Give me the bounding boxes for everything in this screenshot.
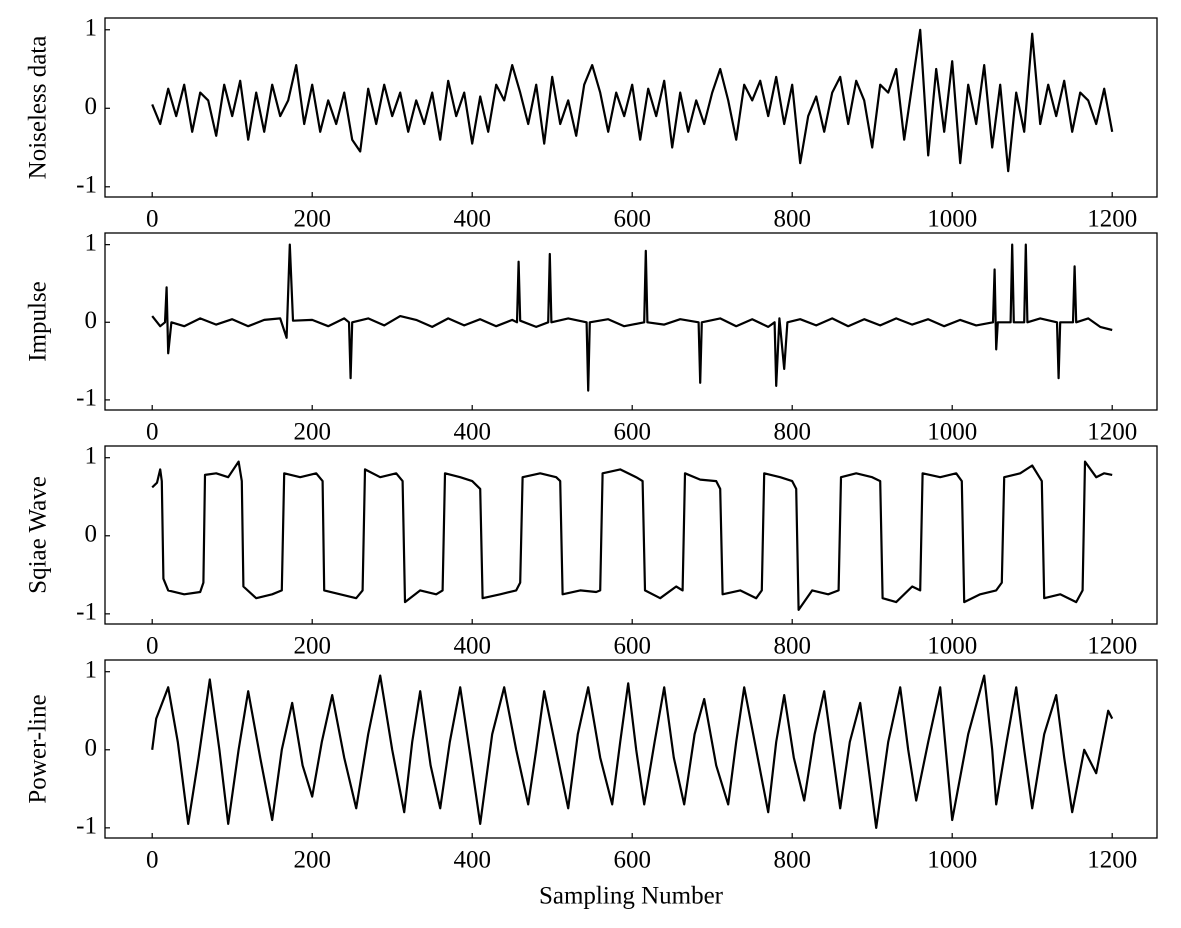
x-tick-label: 600 — [613, 419, 651, 446]
x-tick-label: 800 — [773, 419, 811, 446]
y-tick-label: -1 — [76, 813, 97, 840]
signal-line — [151, 28, 1114, 173]
x-tick-label: 0 — [146, 206, 159, 233]
x-tick-label: 1200 — [1087, 206, 1137, 233]
x-tick-label: 1000 — [927, 633, 977, 660]
y-tick-label: -1 — [76, 385, 97, 412]
y-tick-label: 0 — [85, 735, 98, 762]
x-tick-label: 0 — [146, 419, 159, 446]
x-tick-label: 600 — [613, 206, 651, 233]
x-axis-label: Sampling Number — [539, 883, 724, 910]
x-tick-label: 400 — [453, 419, 491, 446]
x-tick-label: 800 — [773, 847, 811, 874]
plot-frame — [104, 17, 1158, 198]
y-tick-label: -1 — [76, 599, 97, 626]
x-tick-label: 800 — [773, 633, 811, 660]
x-tick-label: 400 — [453, 633, 491, 660]
x-tick-label: 800 — [773, 206, 811, 233]
x-tick-label: 1000 — [927, 847, 977, 874]
signal-line — [151, 243, 1113, 392]
x-tick-label: 0 — [146, 847, 159, 874]
y-tick-label: 1 — [85, 656, 98, 683]
plot-frame — [104, 445, 1158, 625]
x-tick-label: 1000 — [927, 206, 977, 233]
x-tick-label: 200 — [293, 206, 331, 233]
signal-line — [151, 460, 1113, 611]
x-tick-label: 600 — [613, 847, 651, 874]
y-tick-label: 1 — [85, 442, 98, 469]
y-tick-label: 1 — [85, 229, 98, 256]
y-axis-label: Sqiae Wave — [25, 476, 52, 594]
x-tick-label: 1000 — [927, 419, 977, 446]
x-tick-label: 200 — [293, 633, 331, 660]
x-tick-label: 400 — [453, 206, 491, 233]
y-tick-label: 1 — [85, 15, 98, 42]
x-tick-label: 0 — [146, 633, 159, 660]
x-tick-label: 200 — [293, 847, 331, 874]
x-tick-label: 1200 — [1087, 633, 1137, 660]
y-tick-label: -1 — [76, 172, 97, 199]
plot-frame — [104, 659, 1158, 839]
y-tick-label: 0 — [85, 521, 98, 548]
signal-line — [151, 674, 1114, 829]
y-tick-label: 0 — [85, 307, 98, 334]
y-axis-label: Noiseless data — [25, 36, 52, 180]
x-tick-label: 200 — [293, 419, 331, 446]
y-axis-label: Power-line — [25, 694, 52, 803]
x-tick-label: 600 — [613, 633, 651, 660]
x-tick-label: 1200 — [1087, 419, 1137, 446]
plot-frame — [104, 232, 1158, 411]
y-tick-label: 0 — [85, 93, 98, 120]
x-tick-label: 1200 — [1087, 847, 1137, 874]
y-axis-label: Impulse — [25, 281, 52, 362]
x-tick-label: 400 — [453, 847, 491, 874]
